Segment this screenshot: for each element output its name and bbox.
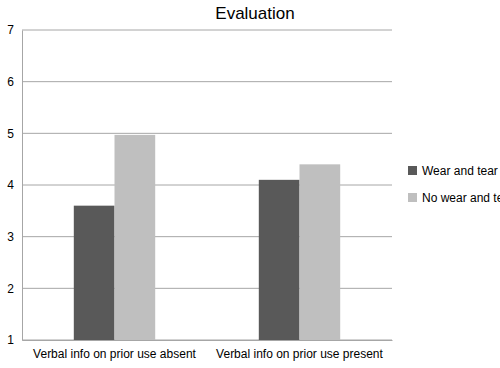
tick: Verbal info on prior use absent: [33, 340, 196, 361]
tick-label: 4: [7, 178, 14, 192]
grid-line: [22, 133, 392, 134]
grid-line: [22, 81, 392, 82]
grid: [22, 30, 392, 340]
tick: 5: [7, 127, 22, 141]
tick: 4: [7, 178, 22, 192]
grid-line: [22, 30, 392, 31]
axis-line: [23, 340, 393, 341]
bar: [259, 180, 300, 340]
legend-swatch: [408, 193, 417, 202]
bar: [115, 135, 156, 340]
legend: Wear and tear No wear and tear: [408, 164, 500, 205]
tick-label: 1: [7, 333, 14, 347]
tick-label: Verbal info on prior use absent: [33, 347, 196, 361]
bar: [300, 164, 341, 340]
tick-label: Verbal info on prior use present: [216, 347, 383, 361]
tick: 7: [7, 23, 22, 37]
legend-label: Wear and tear: [422, 164, 498, 178]
tick-label: 2: [7, 282, 14, 296]
y-axis: 1 2 3 4 5 6 7: [7, 23, 22, 347]
tick-label: 5: [7, 127, 14, 141]
bars: [74, 135, 340, 340]
tick-label: 7: [7, 23, 14, 37]
tick: 1: [7, 333, 22, 347]
legend-label: No wear and tear: [422, 191, 500, 205]
title: Evaluation: [215, 4, 294, 23]
tick: Verbal info on prior use present: [216, 340, 383, 361]
tick-label: 6: [7, 75, 14, 89]
bar: [74, 206, 115, 340]
chart: 1234567Verbal info on prior use absentVe…: [0, 0, 500, 368]
x-axis: Verbal info on prior use absent Verbal in…: [23, 340, 393, 361]
tick: 2: [7, 282, 22, 296]
axis-line: [22, 31, 23, 341]
tick: 6: [7, 75, 22, 89]
legend-swatch: [408, 166, 417, 175]
tick-label: 3: [7, 230, 14, 244]
tick: 3: [7, 230, 22, 244]
